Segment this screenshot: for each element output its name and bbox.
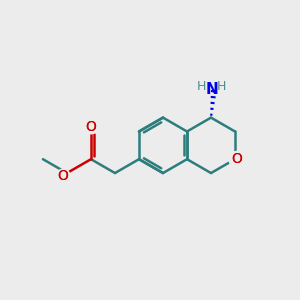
Text: O: O — [58, 169, 69, 183]
Text: O: O — [231, 152, 242, 166]
Text: O: O — [85, 120, 96, 134]
Text: O: O — [231, 152, 242, 166]
Circle shape — [229, 152, 244, 167]
Circle shape — [84, 120, 98, 134]
Text: O: O — [85, 120, 96, 134]
Text: N: N — [206, 82, 218, 97]
Text: O: O — [58, 169, 69, 183]
Text: H: H — [217, 80, 226, 93]
Text: H: H — [197, 80, 206, 93]
Circle shape — [56, 169, 70, 183]
